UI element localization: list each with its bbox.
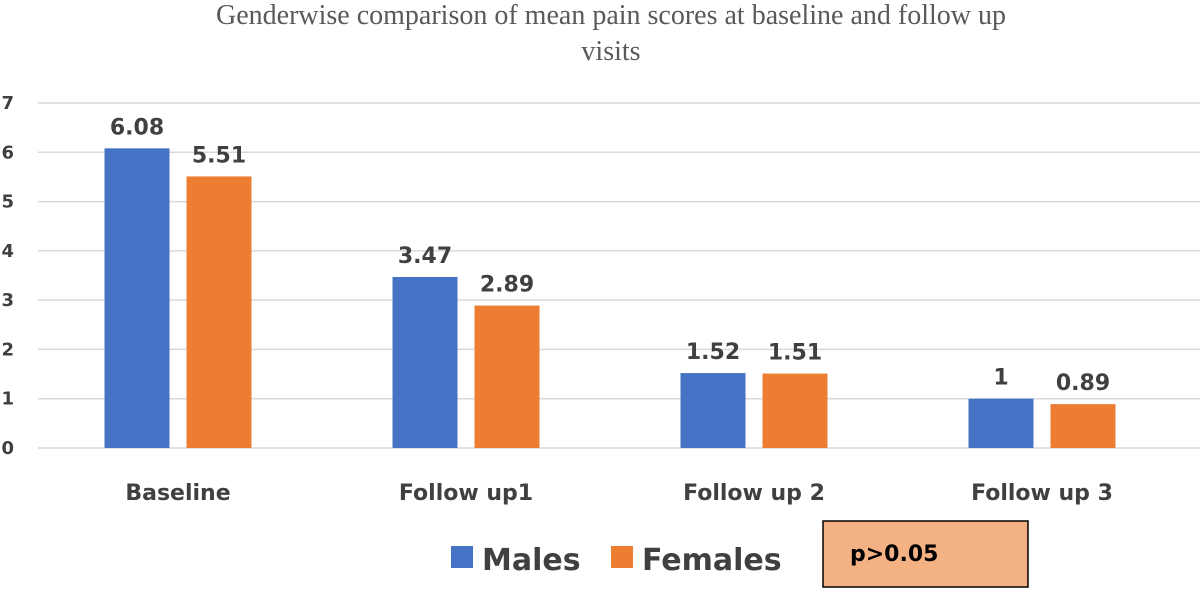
- data-label-females: 1.51: [768, 341, 822, 366]
- data-label-males: 1.52: [686, 340, 740, 365]
- p-value-box: [822, 520, 1029, 588]
- y-tick-label: 4: [1, 241, 14, 262]
- y-tick-label: 0: [1, 438, 14, 459]
- y-tick-label: 2: [1, 339, 14, 360]
- bar-males-1: [392, 276, 458, 448]
- legend-label-females: Females: [642, 543, 782, 578]
- x-category-label: Follow up1: [399, 481, 533, 506]
- y-axis-ticks: 0 1 2 3 4 5 6 7: [1, 93, 14, 459]
- p-value-annotation: p>0.05: [850, 542, 938, 567]
- data-label-females: 2.89: [480, 273, 534, 298]
- y-tick-label: 7: [1, 93, 14, 114]
- bar-females-3: [1050, 404, 1116, 448]
- data-label-females: 0.89: [1056, 371, 1110, 396]
- bar-females-2: [762, 373, 828, 448]
- data-label-females: 5.51: [192, 143, 246, 168]
- legend-swatch-females: [611, 546, 633, 568]
- chart-title-line-2: visits: [581, 36, 640, 67]
- legend: Males Females: [451, 543, 782, 578]
- x-category-label: Baseline: [125, 481, 230, 506]
- data-label-males: 1: [993, 366, 1008, 391]
- bar-males-2: [680, 373, 746, 448]
- legend-label-males: Males: [482, 543, 581, 578]
- legend-swatch-males: [451, 546, 473, 568]
- bars: 6.08 5.51 3.47 2.89 1.52 1.51 1 0.89: [104, 115, 1116, 449]
- y-tick-label: 6: [1, 142, 14, 163]
- x-category-label: Follow up 3: [971, 481, 1113, 506]
- chart-title-line-1: Genderwise comparison of mean pain score…: [216, 0, 1006, 31]
- y-tick-label: 3: [1, 290, 14, 311]
- data-label-males: 6.08: [110, 115, 164, 140]
- bar-males-0: [104, 148, 170, 449]
- bar-females-0: [186, 176, 252, 448]
- y-tick-label: 5: [1, 192, 14, 213]
- bar-females-1: [474, 305, 540, 448]
- x-category-label: Follow up 2: [683, 481, 825, 506]
- y-tick-label: 1: [1, 389, 14, 410]
- x-axis-categories: Baseline Follow up1 Follow up 2 Follow up 3: [125, 481, 1113, 506]
- data-label-males: 3.47: [398, 244, 452, 269]
- bar-males-3: [968, 398, 1034, 448]
